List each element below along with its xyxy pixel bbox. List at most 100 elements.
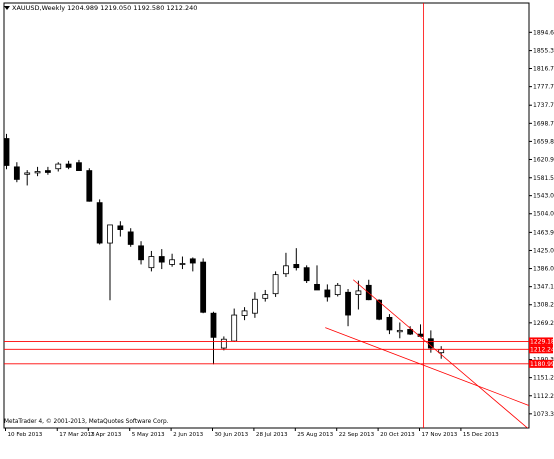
candle-body-bull	[24, 172, 31, 175]
candle[interactable]	[179, 256, 186, 270]
candle[interactable]	[438, 346, 445, 359]
candle[interactable]	[283, 252, 289, 277]
candle-body-bull	[231, 314, 238, 342]
x-tick-label: 17 Nov 2013	[422, 432, 458, 438]
candle-body-bear	[324, 289, 331, 298]
candle[interactable]	[417, 324, 424, 337]
candle[interactable]	[210, 311, 217, 365]
candle-body-bull	[334, 284, 341, 296]
candle[interactable]	[138, 241, 144, 265]
y-tick-label: 1777.720	[533, 84, 554, 91]
candle-body-bull	[355, 290, 362, 296]
x-tick-label: 10 Feb 2013	[8, 432, 43, 438]
candle-body-bull	[396, 329, 403, 333]
y-tick-label: 1543.020	[533, 193, 554, 200]
y-tick-label: 1659.840	[533, 138, 554, 145]
candle[interactable]	[148, 250, 155, 272]
candle-body-bull	[220, 338, 227, 349]
candle[interactable]	[34, 166, 41, 177]
candle[interactable]	[386, 314, 393, 335]
candle-body-bear	[386, 316, 393, 331]
x-tick-label: 7 Apr 2013	[90, 432, 121, 438]
candle[interactable]	[158, 249, 165, 270]
candle[interactable]	[169, 253, 176, 267]
candle[interactable]	[231, 308, 238, 342]
y-tick-label: 1386.080	[533, 266, 554, 273]
y-tick-label: 1347.140	[533, 284, 554, 291]
candle-body-bear	[345, 291, 351, 316]
candle[interactable]	[376, 299, 383, 321]
price-label-box	[529, 359, 553, 368]
candle-body-bear	[127, 231, 134, 245]
candle[interactable]	[127, 228, 134, 247]
candle[interactable]	[365, 279, 372, 301]
candle[interactable]	[96, 199, 103, 245]
x-tick-label: 30 Jun 2013	[215, 432, 249, 438]
candle-body-bull	[34, 171, 41, 174]
candle[interactable]	[407, 326, 414, 336]
y-tick-label: 1581.560	[533, 175, 554, 182]
price-label-box	[529, 345, 553, 354]
candle[interactable]	[396, 322, 403, 339]
candle[interactable]	[24, 170, 31, 186]
candle-body-bear	[96, 202, 103, 244]
candle[interactable]	[251, 292, 258, 318]
candle-body-bull	[55, 163, 62, 170]
candle-body-bull	[241, 310, 248, 316]
candle[interactable]	[3, 133, 10, 170]
candle[interactable]	[107, 224, 113, 301]
candle[interactable]	[13, 162, 20, 183]
plot-border	[3, 2, 530, 429]
candle-body-bear	[303, 267, 310, 282]
candle-body-bull	[107, 224, 113, 244]
symbol-dropdown-icon[interactable]	[4, 5, 10, 11]
candle-body-bull	[438, 349, 445, 354]
y-tick-label: 1073.380	[533, 411, 554, 418]
candle[interactable]	[65, 160, 72, 170]
candle-body-bear	[76, 162, 82, 171]
candle[interactable]	[334, 283, 341, 297]
symbol-header: XAUUSD,Weekly 1204.989 1219.050 1192.580…	[12, 4, 197, 12]
candle-body-bull	[283, 265, 289, 275]
candle[interactable]	[117, 221, 124, 237]
y-tick-label: 1269.260	[533, 320, 554, 327]
candle-body-bear	[13, 166, 20, 180]
candle[interactable]	[45, 166, 51, 175]
candle[interactable]	[220, 336, 227, 351]
trendline[interactable]	[352, 279, 532, 432]
y-tick-label: 1463.960	[533, 229, 554, 236]
trendline[interactable]	[325, 327, 542, 411]
price-label: 1180.993	[529, 359, 554, 368]
candle-body-bull	[272, 274, 279, 295]
price-label-box	[529, 337, 553, 346]
y-tick-label: 1308.200	[533, 302, 554, 309]
candle[interactable]	[262, 289, 269, 302]
x-tick-label: 25 Aug 2013	[297, 432, 333, 438]
candle[interactable]	[76, 159, 82, 171]
candle[interactable]	[272, 271, 279, 297]
candle[interactable]	[189, 257, 196, 272]
x-tick-label: 5 May 2013	[132, 432, 165, 438]
candle[interactable]	[303, 265, 310, 284]
candle-body-bull	[148, 256, 155, 269]
candle[interactable]	[314, 265, 320, 291]
candle[interactable]	[241, 307, 248, 321]
candle[interactable]	[200, 258, 207, 314]
symbol-name: XAUUSD,Weekly	[12, 4, 66, 12]
candle-body-bull	[251, 298, 258, 314]
x-tick-label: 2 Jun 2013	[173, 432, 204, 438]
x-tick-label: 20 Oct 2013	[380, 432, 415, 438]
candle-body-bull	[262, 294, 269, 299]
candle[interactable]	[355, 280, 362, 310]
candle[interactable]	[86, 168, 93, 202]
candle[interactable]	[345, 289, 351, 327]
x-tick-label: 22 Sep 2013	[339, 432, 375, 438]
candle[interactable]	[293, 248, 300, 271]
candle[interactable]	[324, 284, 331, 302]
candle[interactable]	[55, 162, 62, 172]
price-label-text: 1180.993	[530, 361, 554, 368]
y-tick-label: 1816.780	[533, 65, 554, 72]
candle-body-bear	[293, 264, 300, 269]
